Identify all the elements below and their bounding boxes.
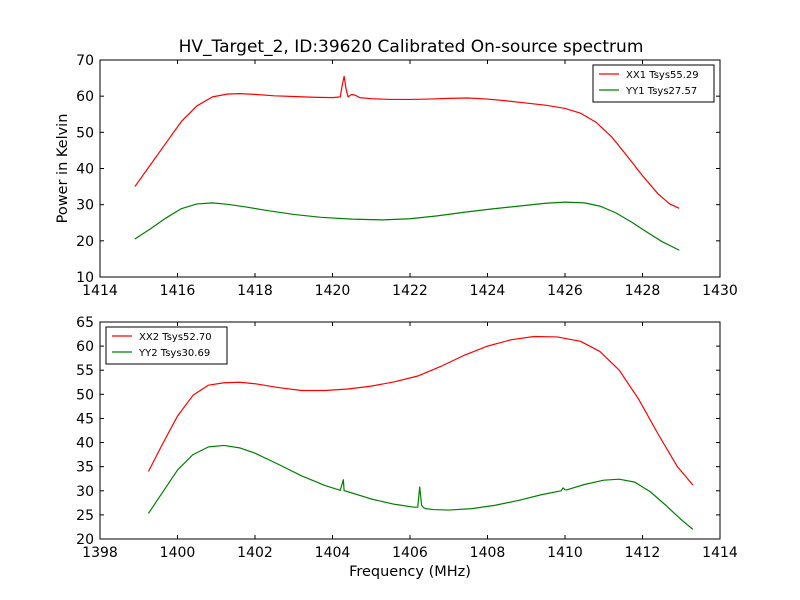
series-line-2-1 — [147, 335, 694, 486]
series-line-1-1 — [134, 75, 680, 209]
legend-label: XX1 Tsys55.29 — [626, 70, 699, 81]
series-line-1-2 — [134, 201, 680, 251]
x-tick-label: 1420 — [315, 283, 351, 299]
legend: XX1 Tsys55.29 YY1 Tsys27.57 — [592, 64, 715, 103]
legend-label: XX2 Tsys52.70 — [139, 332, 212, 343]
x-tick-label: 1414 — [82, 283, 118, 299]
series-line-2-2 — [147, 444, 694, 530]
y-tick-label: 60 — [76, 339, 94, 355]
x-tick-label: 1402 — [237, 545, 273, 561]
x-tick-label: 1424 — [470, 283, 506, 299]
y-tick-label: 55 — [76, 363, 94, 379]
y-tick-label: 30 — [76, 484, 94, 500]
y-tick-label: 20 — [76, 532, 94, 548]
legend-box — [592, 64, 715, 103]
y-tick-label: 65 — [76, 315, 94, 331]
y-tick-label: 35 — [76, 460, 94, 476]
legend-label: YY1 Tsys27.57 — [625, 86, 697, 97]
x-tick-label: 1400 — [160, 545, 196, 561]
y-tick-label: 70 — [76, 53, 94, 69]
legend-label: YY2 Tsys30.69 — [138, 348, 210, 359]
x-tick-label: 1428 — [625, 283, 661, 299]
y-axis-title: Power in Kelvin — [55, 114, 71, 224]
legend: XX2 Tsys52.70 YY2 Tsys30.69 — [105, 326, 228, 365]
chart-panel-1: 1414 1416 1418 1420 1422 1424 1426 1428 1430 10 20… — [55, 53, 738, 299]
y-tick-label: 25 — [76, 508, 94, 524]
x-tick-label: 1422 — [392, 283, 428, 299]
figure-title: HV_Target_2, ID:39620 Calibrated On-sour… — [179, 37, 644, 57]
y-tick-label: 40 — [76, 162, 94, 178]
x-tick-label: 1398 — [82, 545, 118, 561]
chart-panels: 1414 1416 1418 1420 1422 1424 1426 1428 1430 10 20… — [55, 53, 738, 580]
x-tick-label: 1410 — [547, 545, 583, 561]
x-tick-label: 1430 — [702, 283, 738, 299]
y-tick-label: 45 — [76, 411, 94, 427]
x-tick-label: 1416 — [160, 283, 196, 299]
x-tick-label: 1418 — [237, 283, 273, 299]
x-tick-label: 1408 — [470, 545, 506, 561]
y-tick-label: 40 — [76, 436, 94, 452]
chart-panel-2: 1398 1400 1402 1404 1406 1408 1410 1412 1414 20 25… — [76, 315, 738, 580]
x-tick-label: 1414 — [702, 545, 738, 561]
y-tick-label: 60 — [76, 89, 94, 105]
y-tick-label: 30 — [76, 198, 94, 214]
x-tick-label: 1404 — [315, 545, 351, 561]
x-tick-label: 1412 — [625, 545, 661, 561]
y-tick-label: 20 — [76, 234, 94, 250]
y-tick-label: 10 — [76, 270, 94, 286]
x-axis-title: Frequency (MHz) — [349, 564, 471, 580]
x-tick-label: 1406 — [392, 545, 428, 561]
y-tick-label: 50 — [76, 387, 94, 403]
y-tick-label: 50 — [76, 125, 94, 141]
legend-box — [105, 326, 228, 365]
x-tick-label: 1426 — [547, 283, 583, 299]
